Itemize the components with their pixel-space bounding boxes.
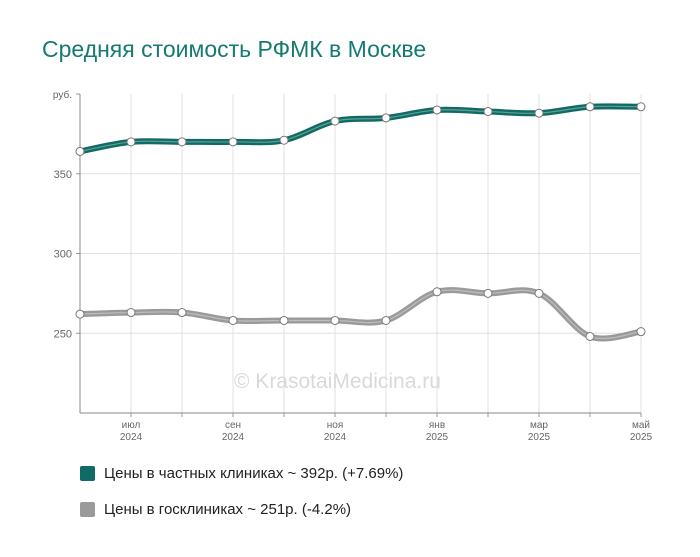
data-point-public xyxy=(75,309,85,319)
x-tick-label-month: май xyxy=(632,420,650,431)
line-chart: 250300350руб.июл2024сен2024ноя2024янв202… xyxy=(53,89,653,443)
data-point-private xyxy=(483,107,493,117)
data-point-public xyxy=(534,288,544,298)
x-tick-label-month: ноя xyxy=(327,420,344,431)
data-point-private xyxy=(126,137,136,147)
legend-swatch-public xyxy=(80,501,95,517)
x-tick-label-year: 2024 xyxy=(120,432,143,443)
data-point-public xyxy=(636,327,646,337)
data-point-private xyxy=(330,116,340,126)
legend-label-public: Цены в госклиниках ~ 251р. (-4.2%) xyxy=(104,500,352,518)
chart-title: Средняя стоимость РФМК в Москве xyxy=(42,36,427,62)
y-axis-unit-label: руб. xyxy=(53,89,72,101)
legend-label-private: Цены в частных клиниках ~ 392р. (+7.69%) xyxy=(104,464,404,482)
data-point-public xyxy=(228,315,238,325)
data-point-private xyxy=(585,102,595,112)
y-tick-label: 350 xyxy=(54,169,72,181)
series-line-private xyxy=(77,103,644,155)
y-tick-label: 300 xyxy=(54,249,72,261)
data-point-public xyxy=(585,331,595,341)
x-tick-label-year: 2024 xyxy=(324,432,347,443)
data-point-public xyxy=(432,287,442,297)
data-point-public xyxy=(483,288,493,298)
x-tick-label-month: янв xyxy=(429,420,445,431)
data-point-private xyxy=(636,102,646,112)
series-line-public xyxy=(77,287,644,342)
legend: Цены в частных клиниках ~ 392р. (+7.69%)… xyxy=(80,464,403,536)
x-tick-label-year: 2025 xyxy=(426,432,449,443)
x-tick-label-year: 2025 xyxy=(528,432,551,443)
data-point-public xyxy=(381,315,391,325)
data-point-private xyxy=(534,108,544,118)
data-point-private xyxy=(279,135,289,145)
y-tick-label: 250 xyxy=(54,328,72,340)
watermark: © KrasotaiMedicina.ru xyxy=(234,370,441,393)
data-point-public xyxy=(330,315,340,325)
legend-item-private[interactable]: Цены в частных клиниках ~ 392р. (+7.69%) xyxy=(80,464,403,482)
x-tick-label-year: 2025 xyxy=(630,432,653,443)
data-point-private xyxy=(228,137,238,147)
data-point-private xyxy=(381,113,391,123)
x-tick-label-year: 2024 xyxy=(222,432,245,443)
data-point-public xyxy=(279,315,289,325)
x-tick-label-month: июл xyxy=(122,420,141,431)
data-point-public xyxy=(177,308,187,318)
data-point-private xyxy=(177,137,187,147)
data-point-private xyxy=(432,105,442,115)
x-tick-label-month: мар xyxy=(530,420,548,431)
data-point-public xyxy=(126,308,136,318)
legend-item-public[interactable]: Цены в госклиниках ~ 251р. (-4.2%) xyxy=(80,500,403,518)
legend-swatch-private xyxy=(80,465,95,481)
data-point-private xyxy=(75,146,85,156)
x-tick-label-month: сен xyxy=(225,420,241,431)
